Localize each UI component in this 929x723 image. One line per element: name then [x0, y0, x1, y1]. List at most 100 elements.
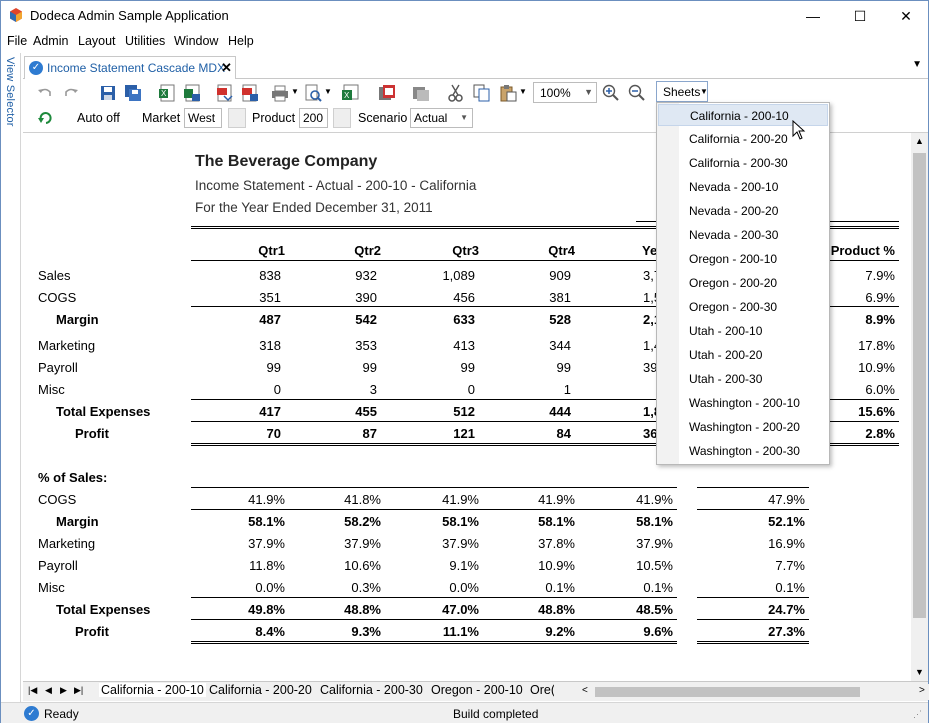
zoom-in-icon[interactable]: [602, 84, 620, 102]
cell[interactable]: 15.6%: [858, 404, 895, 419]
scroll-left-icon[interactable]: <: [582, 685, 588, 696]
cell[interactable]: 58.1%: [442, 514, 479, 529]
cell[interactable]: 353: [355, 338, 377, 353]
cell[interactable]: 87: [362, 426, 377, 441]
tab-list-dropdown-icon[interactable]: ▼: [912, 59, 922, 70]
sheet-option[interactable]: Utah - 200-30: [658, 368, 828, 390]
cell[interactable]: 8.9%: [865, 312, 895, 327]
close-view-icon[interactable]: [378, 84, 396, 102]
cell[interactable]: 9.1%: [449, 558, 479, 573]
paste-dropdown-icon[interactable]: ▼: [519, 87, 527, 96]
sheet-option[interactable]: Oregon - 200-20: [658, 272, 828, 294]
cell[interactable]: 909: [549, 268, 571, 283]
scenario-selector[interactable]: Actual ▼: [410, 108, 473, 128]
sheet-option[interactable]: Nevada - 200-10: [658, 176, 828, 198]
cell[interactable]: 7.9%: [865, 268, 895, 283]
market-browse-button[interactable]: [228, 108, 246, 128]
cell[interactable]: 413: [453, 338, 475, 353]
excel-view-icon[interactable]: X: [341, 84, 359, 102]
cell[interactable]: 41.9%: [538, 492, 575, 507]
sheet-option[interactable]: Utah - 200-20: [658, 344, 828, 366]
cell[interactable]: 49.8%: [248, 602, 285, 617]
cell[interactable]: 48.5%: [636, 602, 673, 617]
cell[interactable]: 11.1%: [442, 624, 479, 639]
cell[interactable]: 84: [556, 426, 571, 441]
preview-dropdown-icon[interactable]: ▼: [324, 87, 332, 96]
cell[interactable]: 121: [453, 426, 475, 441]
horizontal-scroll-thumb[interactable]: [595, 687, 860, 697]
cell[interactable]: 390: [355, 290, 377, 305]
cell[interactable]: 47.0%: [442, 602, 479, 617]
cell[interactable]: 17.8%: [858, 338, 895, 353]
sheet-tab[interactable]: Ore(: [530, 683, 554, 697]
cell[interactable]: 444: [549, 404, 571, 419]
print-icon[interactable]: [271, 84, 289, 102]
cell[interactable]: 1: [563, 382, 571, 397]
cell[interactable]: 10.9%: [858, 360, 895, 375]
cell[interactable]: 512: [453, 404, 475, 419]
cell[interactable]: 58.1%: [248, 514, 285, 529]
market-selector[interactable]: West: [184, 108, 222, 128]
cell[interactable]: 27.3%: [768, 624, 805, 639]
cell[interactable]: 8.4%: [255, 624, 285, 639]
cell[interactable]: 48.8%: [344, 602, 381, 617]
cell[interactable]: 37.9%: [344, 536, 381, 551]
cell[interactable]: 3: [369, 382, 377, 397]
sheet-tab[interactable]: California - 200-20: [209, 683, 312, 697]
export-excel-save-icon[interactable]: [183, 84, 201, 102]
scroll-up-icon[interactable]: ▲: [915, 136, 924, 146]
sheet-option[interactable]: California - 200-20: [658, 128, 828, 150]
document-tab[interactable]: ✓ Income Statement Cascade MDX ✕: [24, 56, 236, 79]
undo-icon[interactable]: [36, 84, 54, 102]
sheet-option[interactable]: Utah - 200-10: [658, 320, 828, 342]
cell[interactable]: 1,089: [442, 268, 475, 283]
cell[interactable]: 47.9%: [768, 492, 805, 507]
horizontal-scrollbar[interactable]: < >: [580, 684, 929, 700]
build-view-icon[interactable]: [412, 84, 430, 102]
sheet-option[interactable]: Washington - 200-30: [658, 440, 828, 462]
cell[interactable]: 2.8%: [865, 426, 895, 441]
menu-utilities[interactable]: Utilities: [125, 34, 166, 48]
cell[interactable]: 11.8%: [249, 558, 285, 573]
sheet-tab-active[interactable]: California - 200-10: [99, 683, 206, 697]
cell[interactable]: 0.3%: [351, 580, 381, 595]
view-selector-panel[interactable]: View Selector: [1, 53, 21, 703]
product-selector[interactable]: 200: [299, 108, 328, 128]
cell[interactable]: 932: [355, 268, 377, 283]
close-button[interactable]: ✕: [900, 7, 912, 24]
cell[interactable]: 487: [259, 312, 281, 327]
cell[interactable]: 99: [266, 360, 281, 375]
menu-layout[interactable]: Layout: [78, 34, 116, 48]
first-sheet-icon[interactable]: |◀: [28, 685, 38, 695]
cell[interactable]: 16.9%: [768, 536, 805, 551]
cell[interactable]: 99: [556, 360, 571, 375]
cell[interactable]: 318: [259, 338, 281, 353]
prev-sheet-icon[interactable]: ◀: [45, 685, 52, 695]
cell[interactable]: 9.3%: [351, 624, 381, 639]
zoom-dropdown-icon[interactable]: ▼: [584, 87, 593, 97]
copy-icon[interactable]: [473, 84, 491, 102]
redo-icon[interactable]: [62, 84, 80, 102]
cell[interactable]: 58.1%: [636, 514, 673, 529]
export-pdf-icon[interactable]: [216, 84, 234, 102]
menu-admin[interactable]: Admin: [33, 34, 69, 48]
cell[interactable]: 456: [453, 290, 475, 305]
cut-icon[interactable]: [447, 84, 465, 102]
cell[interactable]: 9.2%: [545, 624, 575, 639]
cell[interactable]: 36: [643, 426, 658, 441]
sheet-option[interactable]: Oregon - 200-30: [658, 296, 828, 318]
cell[interactable]: 344: [549, 338, 571, 353]
cell[interactable]: 6.0%: [865, 382, 895, 397]
sheets-button[interactable]: Sheets ▼: [656, 81, 708, 102]
cell[interactable]: 52.1%: [768, 514, 805, 529]
product-browse-button[interactable]: [333, 108, 351, 128]
cell[interactable]: 417: [259, 404, 281, 419]
sheet-tab[interactable]: California - 200-30: [320, 683, 423, 697]
cell[interactable]: 0: [467, 382, 475, 397]
cell[interactable]: 37.8%: [538, 536, 575, 551]
save-icon[interactable]: [99, 84, 117, 102]
scenario-dropdown-icon[interactable]: ▼: [460, 113, 468, 122]
export-pdf-save-icon[interactable]: [241, 84, 259, 102]
sheet-option[interactable]: Oregon - 200-10: [658, 248, 828, 270]
cell[interactable]: 41.9%: [442, 492, 479, 507]
